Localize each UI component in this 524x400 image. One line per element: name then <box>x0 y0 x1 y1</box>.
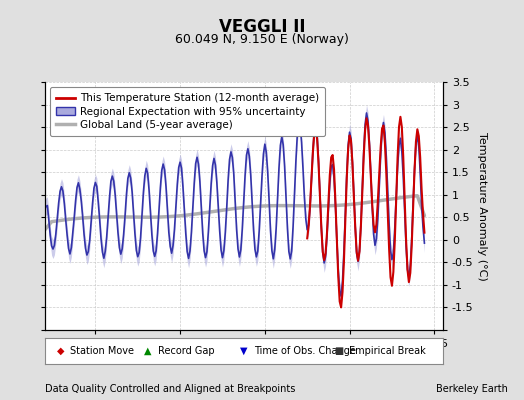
Text: Data Quality Controlled and Aligned at Breakpoints: Data Quality Controlled and Aligned at B… <box>45 384 295 394</box>
Text: Station Move: Station Move <box>70 346 135 356</box>
Text: Empirical Break: Empirical Break <box>349 346 426 356</box>
Text: VEGGLI II: VEGGLI II <box>219 18 305 36</box>
Y-axis label: Temperature Anomaly (°C): Temperature Anomaly (°C) <box>477 132 487 280</box>
Text: 60.049 N, 9.150 E (Norway): 60.049 N, 9.150 E (Norway) <box>175 33 349 46</box>
Legend: This Temperature Station (12-month average), Regional Expectation with 95% uncer: This Temperature Station (12-month avera… <box>50 87 325 136</box>
Text: ▲: ▲ <box>144 346 152 356</box>
Text: ◆: ◆ <box>57 346 64 356</box>
Text: ■: ■ <box>335 346 344 356</box>
Text: ▼: ▼ <box>240 346 247 356</box>
Text: Berkeley Earth: Berkeley Earth <box>436 384 508 394</box>
Text: Time of Obs. Change: Time of Obs. Change <box>254 346 355 356</box>
Text: Record Gap: Record Gap <box>158 346 215 356</box>
